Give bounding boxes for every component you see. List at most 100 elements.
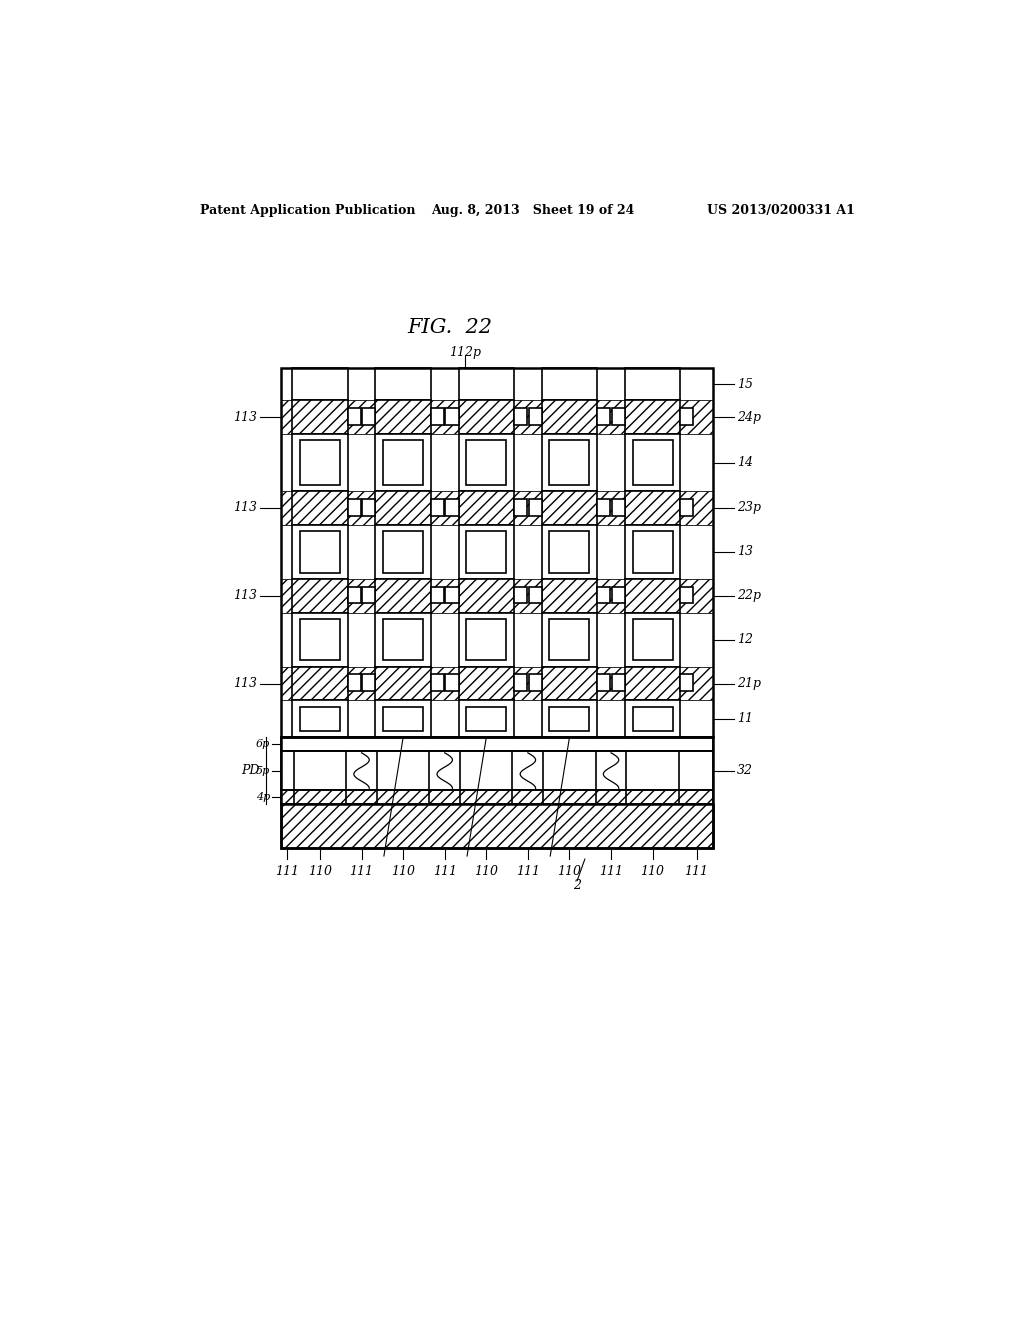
Bar (282, 804, 713, 849)
Bar (292, 400, 348, 434)
Bar (282, 667, 713, 701)
Text: 15: 15 (737, 378, 754, 391)
Bar (625, 667, 680, 701)
Bar (514, 586, 527, 603)
Bar (528, 586, 542, 603)
Bar (459, 434, 514, 491)
Text: 111: 111 (349, 865, 374, 878)
Text: 113: 113 (232, 677, 257, 690)
Bar (292, 491, 348, 525)
Bar (282, 491, 713, 525)
Bar (300, 531, 340, 573)
Bar (376, 434, 431, 491)
Text: 111: 111 (599, 865, 623, 878)
Bar (282, 612, 713, 667)
Bar (633, 531, 673, 573)
Bar (294, 751, 346, 789)
Bar (625, 434, 680, 491)
Bar (292, 525, 348, 579)
Bar (362, 586, 376, 603)
Bar (292, 701, 348, 738)
Bar (680, 408, 693, 425)
Bar (542, 701, 597, 738)
Text: 12: 12 (737, 634, 754, 647)
Bar (300, 619, 340, 660)
Text: Patent Application Publication: Patent Application Publication (200, 205, 416, 218)
Text: 4p: 4p (256, 792, 270, 801)
Bar (282, 701, 713, 738)
Text: 13: 13 (737, 545, 754, 558)
Bar (633, 441, 673, 484)
Bar (282, 789, 713, 804)
Text: 110: 110 (474, 865, 499, 878)
Text: 110: 110 (641, 865, 665, 878)
Bar (459, 368, 514, 400)
Bar (459, 491, 514, 525)
Bar (466, 706, 506, 731)
Text: 113: 113 (232, 589, 257, 602)
Bar (542, 368, 597, 400)
Bar (376, 400, 431, 434)
Text: 111: 111 (516, 865, 540, 878)
Bar (466, 619, 506, 660)
Bar (542, 525, 597, 579)
Bar (514, 499, 527, 516)
Bar (680, 499, 693, 516)
Bar (597, 499, 610, 516)
Bar (544, 751, 596, 789)
Bar (377, 789, 429, 804)
Bar (282, 578, 713, 612)
Bar (611, 675, 625, 692)
Bar (300, 441, 340, 484)
Text: 6p: 6p (256, 739, 270, 750)
Bar (376, 368, 431, 400)
Bar (282, 400, 713, 434)
Bar (528, 675, 542, 692)
Bar (292, 667, 348, 701)
Text: FIG.  22: FIG. 22 (408, 318, 493, 338)
Bar (460, 751, 512, 789)
Bar (300, 706, 340, 731)
Bar (376, 525, 431, 579)
Bar (459, 400, 514, 434)
Bar (544, 789, 596, 804)
Bar (627, 789, 679, 804)
Bar (348, 499, 360, 516)
Text: 14: 14 (737, 455, 754, 469)
Bar (542, 667, 597, 701)
Bar (627, 751, 679, 789)
Bar (625, 612, 680, 667)
Bar (625, 368, 680, 400)
Text: 22p: 22p (737, 589, 761, 602)
Bar (466, 531, 506, 573)
Text: 111: 111 (274, 865, 299, 878)
Bar (348, 586, 360, 603)
Bar (294, 789, 346, 804)
Bar (383, 441, 423, 484)
Bar (597, 408, 610, 425)
Bar (528, 499, 542, 516)
Text: 2: 2 (573, 879, 582, 892)
Bar (459, 701, 514, 738)
Bar (680, 675, 693, 692)
Bar (376, 701, 431, 738)
Bar (542, 434, 597, 491)
Bar (348, 675, 360, 692)
Text: US 2013/0200331 A1: US 2013/0200331 A1 (707, 205, 854, 218)
Bar (431, 675, 444, 692)
Bar (542, 612, 597, 667)
Bar (528, 408, 542, 425)
Text: 112p: 112p (449, 346, 480, 359)
Bar (376, 612, 431, 667)
Bar (625, 525, 680, 579)
Bar (625, 578, 680, 612)
Bar (445, 675, 459, 692)
Bar (383, 706, 423, 731)
Bar (597, 586, 610, 603)
Bar (292, 368, 348, 400)
Bar (459, 578, 514, 612)
Bar (611, 408, 625, 425)
Text: 21p: 21p (737, 677, 761, 690)
Bar (282, 368, 713, 400)
Bar (292, 434, 348, 491)
